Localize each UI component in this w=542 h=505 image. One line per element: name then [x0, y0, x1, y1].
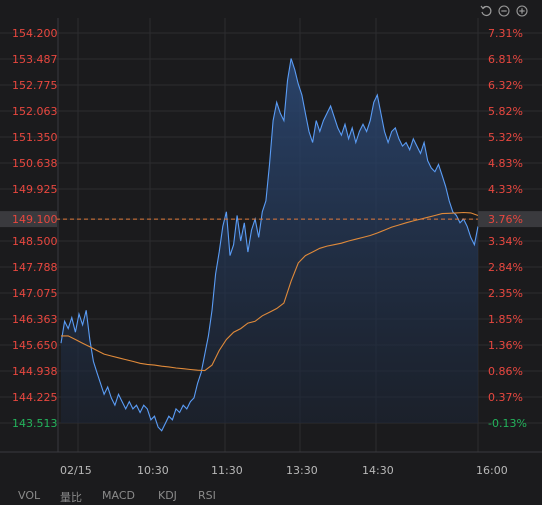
price-tick-label: 151.350: [12, 131, 58, 144]
pct-tick-label: 7.31%: [488, 27, 523, 40]
price-tick-label: 153.487: [12, 53, 58, 66]
indicator-vol[interactable]: VOL: [18, 489, 41, 502]
pct-tick-label: 0.37%: [488, 391, 523, 404]
pct-tick-label: 1.85%: [488, 313, 523, 326]
price-tick-label: 144.938: [12, 365, 58, 378]
indicator-rsi[interactable]: RSI: [198, 489, 216, 502]
price-tick-label: 144.225: [12, 391, 58, 404]
price-tick-label: 143.513: [12, 417, 58, 430]
indicator-macd[interactable]: MACD: [102, 489, 135, 502]
last-pct-label: 3.76%: [488, 213, 523, 226]
pct-tick-label: 2.35%: [488, 287, 523, 300]
reset-icon[interactable]: [480, 2, 492, 16]
last-price-label: 149.100: [12, 213, 58, 226]
price-tick-label: 152.063: [12, 105, 58, 118]
pct-tick-label: 4.83%: [488, 157, 523, 170]
price-tick-label: 147.075: [12, 287, 58, 300]
time-tick-label: 11:30: [211, 464, 243, 477]
last-price-tag: [0, 211, 57, 228]
time-tick-label: 02/15: [60, 464, 92, 477]
price-area: [61, 58, 478, 431]
price-tick-label: 147.788: [12, 261, 58, 274]
zoom-in-icon[interactable]: [516, 2, 528, 17]
price-tick-label: 146.363: [12, 313, 58, 326]
price-tick-label: 154.200: [12, 27, 58, 40]
pct-tick-label: 4.33%: [488, 183, 523, 196]
time-tick-label: 16:00: [476, 464, 508, 477]
pct-tick-label: 5.32%: [488, 131, 523, 144]
zoom-out-icon[interactable]: [498, 2, 510, 17]
chart-plot-area: [0, 58, 542, 432]
price-line: [60, 58, 479, 432]
pct-tick-label: 3.34%: [488, 235, 523, 248]
pct-tick-label: 6.32%: [488, 79, 523, 92]
time-tick-label: 14:30: [362, 464, 394, 477]
pct-tick-label: 2.84%: [488, 261, 523, 274]
time-tick-label: 10:30: [137, 464, 169, 477]
axis-labels: 154.200 7.31% 153.487 6.81% 152.775 6.32% 152.…: [0, 27, 542, 477]
price-tick-label: 150.638: [12, 157, 58, 170]
price-tick-label: 152.775: [12, 79, 58, 92]
price-tick-label: 148.500: [12, 235, 58, 248]
pct-tick-label: 0.86%: [488, 365, 523, 378]
time-tick-label: 13:30: [286, 464, 318, 477]
indicator-volume-ratio[interactable]: 量比: [60, 491, 82, 504]
price-tick-label: 145.650: [12, 339, 58, 352]
price-tick-label: 149.925: [12, 183, 58, 196]
pct-tick-label: 5.82%: [488, 105, 523, 118]
indicator-kdj[interactable]: KDJ: [158, 489, 177, 502]
pct-tick-label: 1.36%: [488, 339, 523, 352]
pct-tick-label: 6.81%: [488, 53, 523, 66]
last-pct-tag: [478, 211, 542, 228]
average-price-line: [61, 211, 479, 372]
pct-tick-label: -0.13%: [488, 417, 527, 430]
